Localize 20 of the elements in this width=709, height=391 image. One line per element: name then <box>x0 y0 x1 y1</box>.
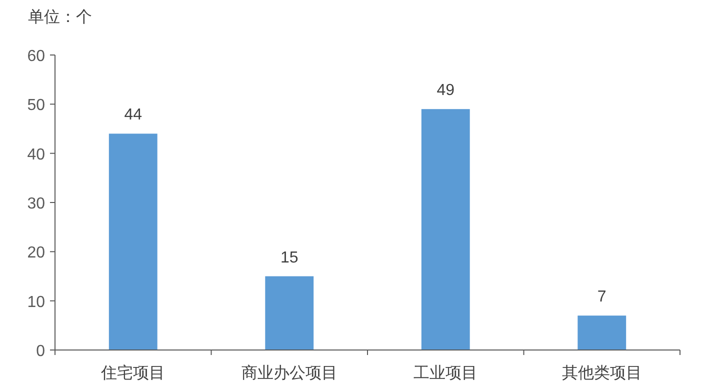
y-tick-label: 30 <box>27 196 46 212</box>
bar <box>578 316 626 350</box>
y-tick-label: 10 <box>27 294 46 311</box>
x-tick-label: 住宅项目 <box>100 364 166 382</box>
y-tick-label: 40 <box>27 146 46 164</box>
bar <box>265 276 314 350</box>
y-axis-title: 单位：个 <box>28 8 92 26</box>
y-tick-label: 0 <box>36 343 46 360</box>
bar <box>421 109 470 350</box>
x-tick-label: 其他类项目 <box>562 364 642 382</box>
x-tick-label: 商业办公项目 <box>241 364 338 382</box>
data-label: 49 <box>436 82 455 100</box>
x-tick-label: 工业项目 <box>414 364 478 382</box>
data-label: 7 <box>597 288 606 306</box>
data-label: 15 <box>280 249 298 266</box>
data-label: 44 <box>124 106 142 124</box>
y-tick-label: 60 <box>27 48 46 65</box>
bar <box>108 134 158 350</box>
y-tick-label: 20 <box>27 244 46 262</box>
y-tick-label: 50 <box>27 97 46 114</box>
